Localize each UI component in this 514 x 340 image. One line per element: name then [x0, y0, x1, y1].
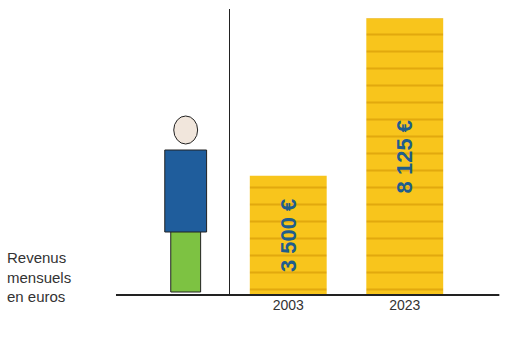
svg-text:2023: 2023 [389, 297, 420, 313]
svg-text:Revenusmensuelsen euros: Revenusmensuelsen euros [7, 249, 71, 305]
svg-text:2003: 2003 [273, 297, 304, 313]
svg-text:8 125 €: 8 125 € [392, 120, 417, 193]
svg-text:3 500 €: 3 500 € [276, 199, 301, 272]
